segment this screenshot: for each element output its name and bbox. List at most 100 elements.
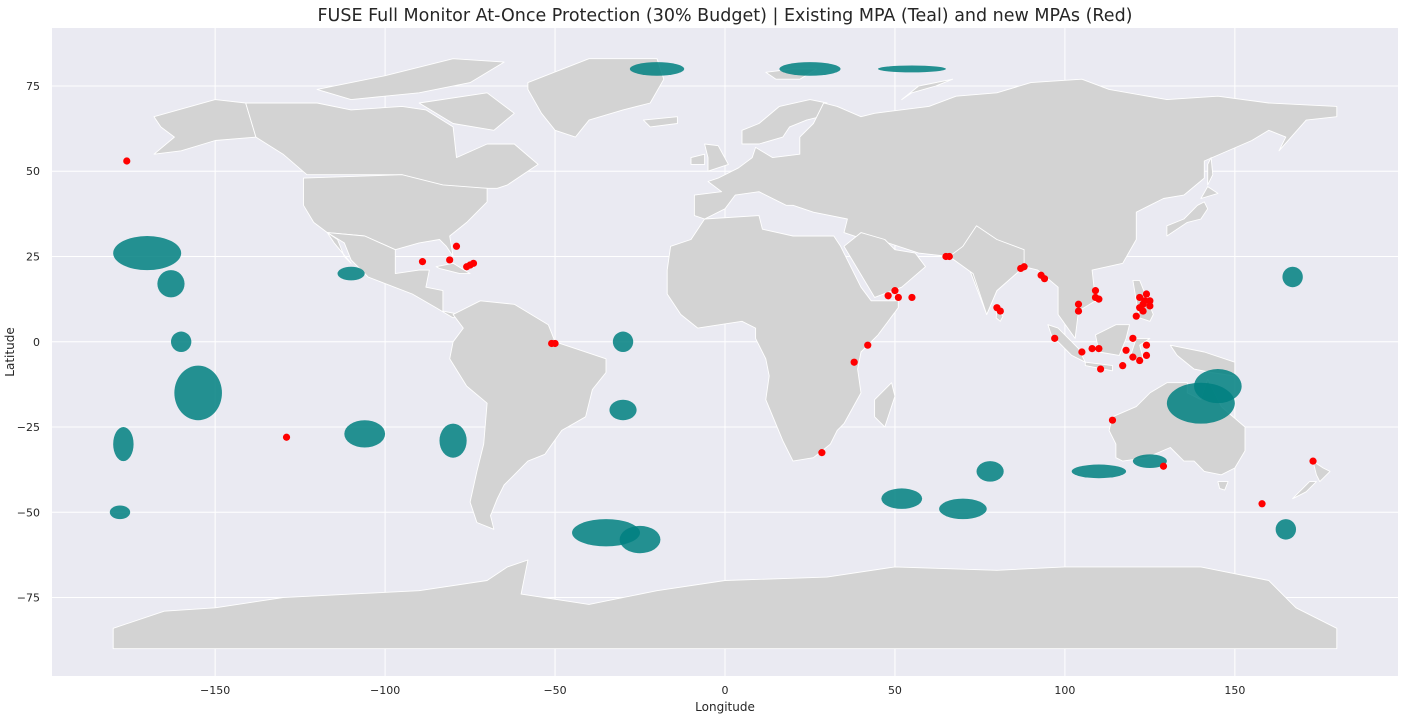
new-mpa-point bbox=[1309, 457, 1317, 465]
new-mpa-point bbox=[282, 433, 291, 441]
existing-mpa-region bbox=[174, 365, 222, 421]
new-mpa-point bbox=[1142, 341, 1151, 349]
existing-mpa-region bbox=[1132, 454, 1167, 468]
landmass bbox=[326, 232, 352, 264]
new-mpa-point bbox=[469, 259, 478, 267]
landmass bbox=[245, 102, 539, 199]
new-mpa-point bbox=[1020, 263, 1028, 271]
landmass bbox=[666, 215, 899, 462]
existing-mpa-region bbox=[1071, 464, 1127, 479]
landmass bbox=[449, 300, 607, 530]
new-mpa-point bbox=[1146, 297, 1154, 305]
chart-title: FUSE Full Monitor At-Once Protection (30… bbox=[317, 6, 1132, 26]
new-mpa-point bbox=[1074, 300, 1083, 308]
new-mpa-point bbox=[1122, 346, 1130, 354]
new-mpa-point bbox=[1142, 290, 1151, 298]
existing-mpa-region bbox=[619, 525, 661, 554]
x-tick-label: −50 bbox=[543, 684, 566, 697]
new-mpa-point bbox=[1129, 334, 1137, 342]
x-tick-label: 0 bbox=[722, 684, 729, 697]
x-tick-label: −150 bbox=[200, 684, 230, 697]
landmass bbox=[741, 99, 828, 145]
landmass bbox=[1312, 460, 1331, 483]
landmass bbox=[690, 153, 706, 165]
new-mpa-point bbox=[1139, 307, 1147, 315]
landmass bbox=[1207, 157, 1214, 186]
y-tick-label: −50 bbox=[17, 506, 40, 519]
landmass bbox=[1217, 481, 1229, 491]
landmass bbox=[153, 99, 257, 155]
existing-mpa-region bbox=[629, 62, 685, 76]
landmass bbox=[316, 58, 505, 101]
new-mpa-point bbox=[850, 358, 858, 366]
new-mpa-point bbox=[1129, 353, 1137, 361]
new-mpa-point bbox=[1074, 307, 1083, 315]
existing-mpa-region bbox=[1194, 369, 1242, 404]
landmass bbox=[112, 559, 1338, 650]
new-mpa-point bbox=[1258, 500, 1266, 508]
y-tick-label: −25 bbox=[17, 421, 40, 434]
landmass bbox=[435, 262, 471, 275]
new-mpa-point bbox=[1159, 462, 1168, 470]
landmass bbox=[901, 78, 954, 101]
x-tick-label: −100 bbox=[370, 684, 400, 697]
new-mpa-point bbox=[1096, 365, 1105, 373]
new-mpa-point bbox=[1040, 275, 1049, 283]
landmass bbox=[642, 116, 678, 128]
y-tick-label: 75 bbox=[26, 80, 40, 93]
new-mpa-point bbox=[891, 287, 899, 295]
landmass bbox=[1292, 481, 1317, 500]
y-tick-label: −75 bbox=[17, 592, 40, 605]
new-mpa-layer bbox=[123, 157, 1317, 508]
x-tick-label: 50 bbox=[888, 684, 902, 697]
landmass bbox=[303, 174, 488, 257]
existing-mpa-region bbox=[344, 420, 386, 448]
existing-mpa-layer bbox=[109, 62, 1303, 554]
new-mpa-point bbox=[1142, 351, 1151, 360]
landmass bbox=[1200, 186, 1219, 199]
existing-mpa-region bbox=[939, 498, 987, 520]
new-mpa-point bbox=[1095, 295, 1103, 303]
existing-mpa-region bbox=[612, 331, 634, 353]
new-mpa-point bbox=[1095, 344, 1103, 353]
new-mpa-point bbox=[945, 252, 953, 261]
landmass bbox=[527, 58, 665, 138]
new-mpa-point bbox=[418, 258, 427, 266]
y-tick-label: 50 bbox=[26, 165, 40, 178]
new-mpa-point bbox=[1078, 348, 1086, 356]
existing-mpa-region bbox=[109, 505, 131, 520]
new-mpa-point bbox=[1132, 312, 1140, 320]
existing-mpa-region bbox=[170, 331, 192, 353]
axis-ticks: −150 −100 −50 0 50 100 150 −75 −50 −25 0 25 50 75 bbox=[17, 80, 1246, 697]
new-mpa-point bbox=[1051, 334, 1059, 342]
existing-mpa-region bbox=[113, 427, 134, 462]
existing-mpa-region bbox=[157, 270, 185, 298]
x-tick-label: 150 bbox=[1224, 684, 1245, 697]
new-mpa-point bbox=[894, 293, 902, 302]
new-mpa-point bbox=[123, 157, 131, 165]
new-mpa-point bbox=[452, 242, 461, 250]
existing-mpa-region bbox=[439, 423, 467, 458]
existing-mpa-region bbox=[881, 488, 923, 509]
new-mpa-point bbox=[1146, 302, 1154, 310]
y-tick-label: 25 bbox=[26, 251, 40, 264]
existing-mpa-region bbox=[113, 236, 182, 271]
existing-mpa-region bbox=[609, 399, 637, 421]
new-mpa-point bbox=[1136, 356, 1144, 365]
x-tick-label: 100 bbox=[1054, 684, 1075, 697]
existing-mpa-region bbox=[779, 62, 841, 76]
x-axis-label: Longitude bbox=[695, 700, 755, 714]
new-mpa-point bbox=[996, 307, 1004, 315]
existing-mpa-region bbox=[976, 461, 1004, 482]
land-layer bbox=[112, 58, 1338, 650]
existing-mpa-region bbox=[337, 266, 365, 281]
new-mpa-point bbox=[1088, 344, 1096, 353]
landmass bbox=[1166, 201, 1209, 237]
landmass bbox=[874, 382, 896, 428]
landmass bbox=[843, 232, 926, 298]
new-mpa-point bbox=[1108, 416, 1117, 424]
landmass bbox=[948, 225, 1025, 315]
new-mpa-point bbox=[446, 256, 454, 264]
new-mpa-point bbox=[1136, 293, 1144, 302]
